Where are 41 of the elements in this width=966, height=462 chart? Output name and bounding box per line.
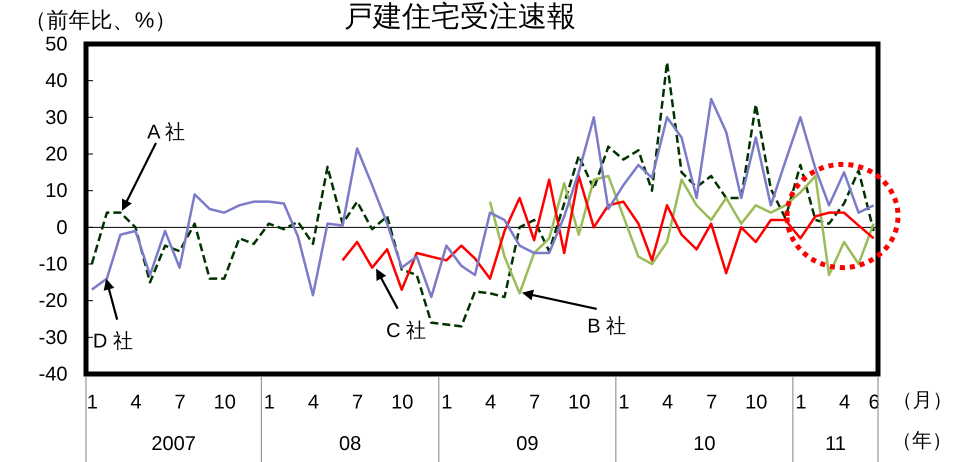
x-tick-label: 1	[441, 392, 452, 414]
y-tick-label: -20	[38, 290, 68, 312]
x-tick-label: 4	[308, 392, 320, 414]
x-tick-label: 7	[529, 392, 540, 414]
x-tick-label: 1	[264, 392, 275, 414]
text: 10	[693, 433, 716, 455]
y-tick-label: 30	[45, 106, 68, 129]
text: 08	[338, 433, 362, 455]
x-tick-label: 1	[86, 392, 98, 414]
x-tick-label: 1	[618, 392, 630, 414]
annotation: A 社	[147, 121, 185, 144]
x-tick-label: 10	[568, 392, 590, 414]
y-tick-label: -10	[38, 254, 68, 276]
x-tick-label: 7	[352, 392, 364, 414]
x-tick-label: 10	[391, 392, 414, 414]
x-tick-label: 4	[130, 392, 142, 414]
x-tick-label: 7	[174, 392, 186, 414]
y-tick-label: 50	[45, 34, 68, 56]
x-tick-label: 7	[706, 392, 718, 414]
text: 11	[825, 433, 846, 455]
y-axis-title: （前年比、%）	[24, 8, 176, 32]
text: 09	[516, 433, 538, 455]
annotation: D 社	[92, 330, 133, 352]
y-tick-label: -40	[38, 364, 68, 386]
annotation: C 社	[386, 320, 426, 342]
y-tick-label: -30	[38, 326, 68, 349]
x-tick-label: 10	[745, 392, 768, 414]
chart-title: 戸建住宅受注速報	[344, 1, 576, 33]
x-axis-title: （月）	[892, 390, 952, 412]
text: （年）	[892, 430, 952, 452]
annotation: B 社	[587, 315, 626, 338]
x-tick-label: 1	[795, 392, 806, 414]
x-tick-label: 4	[838, 392, 850, 414]
y-tick-label: 40	[45, 70, 68, 92]
x-tick-label: 4	[484, 392, 496, 414]
y-tick-label: 20	[45, 144, 68, 166]
text: 2007	[151, 433, 196, 455]
y-tick-label: 10	[45, 180, 68, 202]
y-tick-label: 0	[56, 216, 68, 239]
x-tick-label: 4	[662, 392, 674, 414]
x-tick-label: 10	[214, 392, 236, 414]
